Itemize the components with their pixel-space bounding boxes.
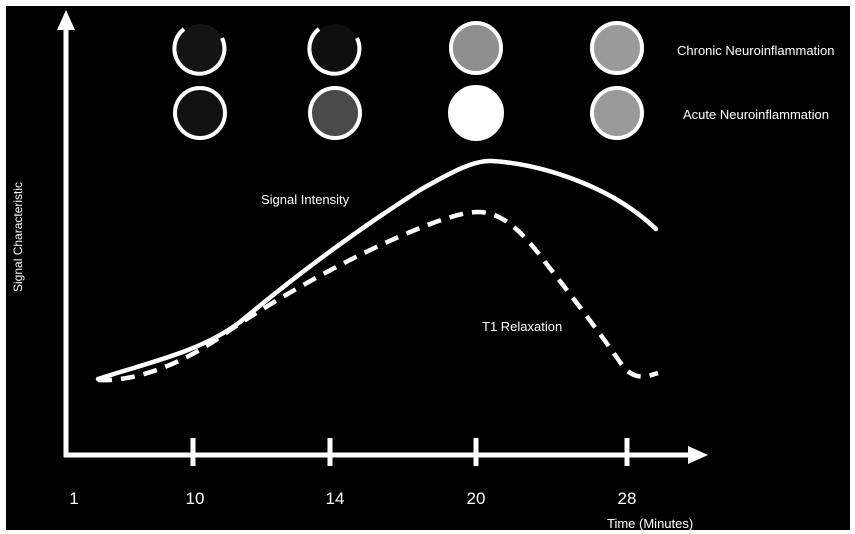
y-axis-title: Signal Characteristic bbox=[11, 182, 25, 292]
y-axis-arrow bbox=[57, 10, 75, 30]
x-tick-label-20: 20 bbox=[467, 489, 486, 508]
signal-intensity-label: Signal Intensity bbox=[261, 192, 350, 207]
figure-background bbox=[6, 6, 850, 530]
chronic-circle-4 bbox=[590, 21, 644, 75]
x-tick-label-1: 1 bbox=[69, 489, 78, 508]
x-axis-title: Time (Minutes) bbox=[607, 516, 693, 531]
acute-circle-4 bbox=[590, 86, 644, 140]
acute-circle-2 bbox=[308, 86, 362, 140]
chronic-circle-3 bbox=[449, 21, 503, 75]
acute-row-label: Acute Neuroinflammation bbox=[683, 107, 829, 122]
acute-circle-3 bbox=[448, 85, 504, 141]
x-tick-label-14: 14 bbox=[326, 489, 345, 508]
x-tick-label-28: 28 bbox=[618, 489, 637, 508]
chronic-circle-1 bbox=[172, 24, 227, 76]
acute-circle-1 bbox=[173, 86, 227, 140]
t1-relaxation-label: T1 Relaxation bbox=[482, 319, 562, 334]
t1-relaxation-curve bbox=[97, 209, 659, 383]
x-axis-arrow bbox=[688, 446, 708, 464]
chronic-circle-2 bbox=[307, 24, 362, 76]
signal-intensity-curve bbox=[95, 158, 659, 382]
x-tick-label-10: 10 bbox=[186, 489, 205, 508]
chronic-row-label: Chronic Neuroinflammation bbox=[677, 43, 835, 58]
